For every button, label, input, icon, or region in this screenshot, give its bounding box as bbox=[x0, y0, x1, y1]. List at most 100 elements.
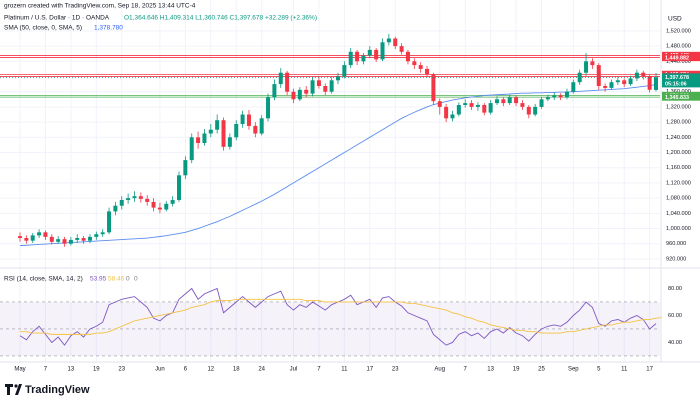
candle-body bbox=[456, 105, 461, 115]
x-tick-label: 23 bbox=[392, 367, 399, 373]
candle-body bbox=[571, 82, 576, 92]
x-tick-label: 24 bbox=[258, 367, 265, 373]
candle-body bbox=[475, 105, 480, 107]
symbol-title: Platinum / U.S. Dollar · 1D · OANDA bbox=[4, 15, 110, 22]
candle-body bbox=[100, 232, 105, 235]
candle-body bbox=[405, 51, 410, 62]
candle-body bbox=[56, 239, 61, 242]
candle-body bbox=[24, 238, 29, 241]
candle-body bbox=[259, 118, 264, 134]
candle-body bbox=[285, 72, 290, 92]
candle-body bbox=[584, 61, 589, 73]
grid bbox=[0, 0, 660, 362]
candle-body bbox=[119, 200, 124, 206]
candle-body bbox=[418, 65, 423, 69]
candle-body bbox=[412, 61, 417, 66]
candle-body bbox=[304, 89, 309, 94]
candle-body bbox=[138, 196, 143, 199]
x-tick-label: Jun bbox=[155, 367, 165, 373]
x-tick-label: 23 bbox=[118, 367, 125, 373]
x-tick-label: 7 bbox=[44, 367, 48, 373]
candle-body bbox=[202, 133, 207, 144]
candle-body bbox=[37, 232, 42, 236]
x-tick-label: 7 bbox=[317, 367, 321, 373]
candle-body bbox=[482, 105, 487, 113]
sma-line bbox=[19, 84, 657, 247]
candle-body bbox=[266, 97, 271, 119]
rsi-line bbox=[20, 298, 663, 335]
candle-body bbox=[431, 74, 436, 102]
candle-body bbox=[68, 239, 73, 244]
x-tick-label: 19 bbox=[513, 367, 520, 373]
candle-body bbox=[164, 203, 169, 210]
candle-body bbox=[628, 78, 633, 85]
y-tick-label: 960.000 bbox=[666, 241, 686, 247]
rsi-legend-value: 0 bbox=[126, 276, 130, 283]
candle-body bbox=[596, 65, 601, 87]
candle-body bbox=[310, 80, 315, 94]
candle-body bbox=[526, 106, 531, 115]
candle-body bbox=[545, 97, 550, 100]
y-tick-label: 1,080.000 bbox=[666, 196, 691, 202]
candle-body bbox=[514, 97, 519, 104]
x-tick-label: 17 bbox=[366, 367, 373, 373]
rsi-tick-label: 80.00 bbox=[668, 286, 682, 292]
candle-body bbox=[246, 114, 251, 126]
candle-body bbox=[609, 82, 614, 88]
x-tick-label: Sep bbox=[568, 367, 579, 373]
candle-body bbox=[272, 84, 277, 98]
candle-body bbox=[564, 91, 569, 98]
currency: USD bbox=[668, 16, 682, 23]
candle-body bbox=[49, 236, 54, 242]
candle-body bbox=[615, 80, 620, 83]
candle-body bbox=[189, 137, 194, 161]
x-tick-label: 13 bbox=[487, 367, 494, 373]
y-tick-label: 1,240.000 bbox=[666, 135, 691, 141]
candle-body bbox=[87, 236, 92, 241]
candle-body bbox=[253, 125, 258, 134]
y-tick-label: 1,280.000 bbox=[666, 120, 691, 126]
candle-body bbox=[520, 103, 525, 107]
candle-body bbox=[113, 205, 118, 212]
x-tick-label: 5 bbox=[597, 367, 601, 373]
candle-body bbox=[361, 55, 366, 62]
countdown: 05:15:06 bbox=[665, 81, 687, 87]
y-tick-label: 1,000.000 bbox=[666, 226, 691, 232]
candle-body bbox=[170, 200, 175, 204]
x-tick-label: 18 bbox=[233, 367, 240, 373]
candle-body bbox=[278, 72, 283, 85]
candle-body bbox=[507, 97, 512, 104]
level-label: 1,449.882 bbox=[665, 55, 689, 61]
rsi-tick-label: 60.00 bbox=[668, 313, 682, 319]
candle-body bbox=[495, 99, 499, 104]
candle-body bbox=[450, 114, 455, 119]
last-price-label: 1,397.678 bbox=[665, 75, 689, 81]
candle-body bbox=[183, 160, 188, 176]
candle-body bbox=[208, 129, 213, 134]
x-tick-label: 11 bbox=[341, 367, 348, 373]
rsi-legend-value: 53.95 bbox=[90, 276, 107, 283]
last-price-label-bg bbox=[662, 73, 700, 88]
rsi-legend-value: 0 bbox=[134, 276, 138, 283]
candle-body bbox=[297, 89, 302, 100]
level-label: 1,345.833 bbox=[665, 95, 689, 101]
candle-body bbox=[234, 124, 239, 138]
sma-legend: SMA (50, close, 0, SMA, 5) bbox=[4, 25, 82, 32]
x-tick-label: 25 bbox=[538, 367, 545, 373]
candle-body bbox=[469, 103, 474, 107]
x-tick-label: 17 bbox=[646, 367, 653, 373]
candle-body bbox=[437, 101, 442, 107]
y-tick-label: 1,160.000 bbox=[666, 165, 691, 171]
candle-body bbox=[329, 80, 334, 92]
candle-body bbox=[316, 80, 321, 87]
candle-body bbox=[107, 211, 112, 233]
x-tick-label: Aug bbox=[434, 367, 445, 373]
candle-body bbox=[157, 207, 162, 210]
level-label-bg bbox=[662, 53, 700, 62]
level-label-bg bbox=[662, 93, 700, 101]
y-tick-label: 1,480.000 bbox=[666, 44, 691, 50]
candle-body bbox=[425, 68, 430, 75]
candle-body bbox=[81, 238, 86, 241]
candle-body bbox=[151, 201, 156, 208]
